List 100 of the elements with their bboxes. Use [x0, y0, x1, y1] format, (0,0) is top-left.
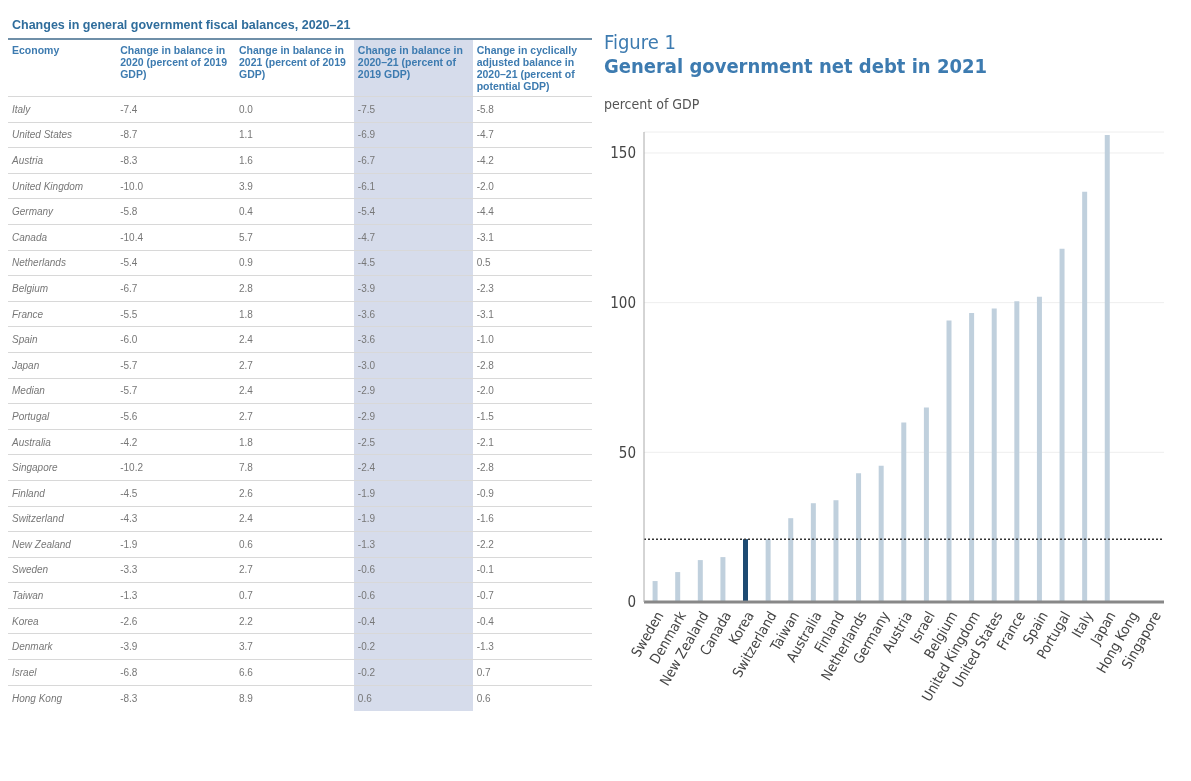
bar	[743, 539, 749, 602]
text: -2.0	[476, 180, 494, 192]
category-label: Sweden	[12, 564, 49, 576]
text: -5.8	[120, 206, 138, 218]
y-axis-title: percent of GDP	[604, 96, 701, 112]
text: -0.1	[476, 564, 494, 576]
text: -2.8	[476, 359, 494, 371]
text: -10.4	[120, 231, 143, 243]
text: -4.3	[120, 513, 138, 525]
text: -3.9	[357, 282, 376, 294]
category-label: Hong Kong	[12, 692, 63, 704]
bar	[788, 518, 794, 602]
text: -2.6	[120, 615, 138, 627]
text: -2.4	[357, 462, 376, 474]
text: -1.5	[476, 410, 494, 422]
text: -10.2	[120, 462, 143, 474]
bar	[969, 313, 975, 602]
bar	[1059, 248, 1065, 602]
bar	[878, 465, 884, 602]
text: -6.9	[357, 129, 376, 141]
text: -5.5	[120, 308, 138, 320]
text: -1.6	[476, 513, 494, 525]
category-label: United Kingdom	[12, 180, 84, 192]
text: -2.3	[476, 282, 494, 294]
text: 2.2	[239, 615, 253, 627]
text: -5.8	[476, 103, 494, 115]
bar	[923, 407, 929, 602]
text: -3.3	[120, 564, 138, 576]
category-label: Median	[12, 385, 45, 397]
text: 7.8	[239, 462, 253, 474]
text: -10.0	[120, 180, 143, 192]
category-label: Canada	[12, 231, 48, 243]
text: 2.4	[239, 334, 253, 346]
text: -1.3	[476, 641, 494, 653]
bar	[1082, 191, 1088, 602]
bar	[901, 422, 907, 602]
bar	[833, 500, 839, 602]
text: -5.7	[120, 359, 138, 371]
bar	[765, 539, 771, 602]
bar	[1104, 134, 1110, 602]
text: 0.4	[239, 206, 253, 218]
text: -6.8	[120, 666, 138, 678]
category-label: Taiwan	[12, 590, 44, 602]
category-label: Italy	[12, 103, 31, 115]
text: -2.9	[357, 385, 376, 397]
text: 0.9	[239, 257, 253, 269]
text: 2.7	[239, 359, 253, 371]
bar	[675, 572, 681, 602]
category-label: United States	[12, 129, 73, 141]
bar	[720, 557, 726, 602]
text: -0.9	[476, 487, 494, 499]
category-label: Australia	[12, 436, 51, 448]
y-tick-label: 50	[618, 443, 636, 462]
text: -6.0	[120, 334, 138, 346]
text: 0.5	[476, 257, 491, 269]
bar	[652, 581, 658, 602]
text: -2.8	[476, 462, 494, 474]
text: -4.5	[120, 487, 138, 499]
text: -2.0	[476, 385, 494, 397]
text: 2.7	[239, 410, 253, 422]
text: -4.7	[357, 231, 376, 243]
category-label: Japan	[12, 359, 40, 371]
text: -1.9	[357, 513, 376, 525]
text: 2.7	[239, 564, 253, 576]
text: -0.7	[476, 590, 494, 602]
text: -1.0	[476, 334, 494, 346]
text: -4.7	[476, 129, 494, 141]
text: 0.6	[476, 692, 491, 704]
chart-title: General government net debt in 2021	[604, 54, 988, 78]
category-label: Switzerland	[12, 513, 64, 525]
category-label: Finland	[12, 487, 45, 499]
text: 2.4	[239, 513, 253, 525]
text: -7.5	[357, 103, 376, 115]
text: -1.3	[357, 538, 376, 550]
text: -2.5	[357, 436, 376, 448]
text: 3.7	[239, 641, 253, 653]
text: -6.7	[120, 282, 138, 294]
text: -1.9	[357, 487, 376, 499]
text: -1.3	[120, 590, 138, 602]
text: -2.2	[476, 538, 494, 550]
category-label: Germany	[12, 206, 54, 218]
category-label: Belgium	[12, 282, 49, 294]
text: 1.8	[239, 436, 253, 448]
text: 0.6	[239, 538, 253, 550]
text: -3.6	[357, 308, 376, 320]
text: -7.4	[120, 103, 138, 115]
text: -4.2	[120, 436, 138, 448]
text: 0.7	[239, 590, 253, 602]
category-label: Change in balance in 2021 (percent of 2019 GDP)	[238, 43, 347, 82]
text: -5.6	[120, 410, 138, 422]
caption: Figure 1	[604, 30, 677, 54]
category-label: New Zealand	[12, 538, 71, 550]
text: -3.1	[476, 231, 494, 243]
text: -6.1	[357, 180, 376, 192]
text: 2.8	[239, 282, 253, 294]
text: -0.4	[476, 615, 494, 627]
text: 0.0	[239, 103, 253, 115]
text: -4.2	[476, 154, 494, 166]
category-label: Austria	[12, 154, 44, 166]
text: 0.6	[357, 692, 372, 704]
